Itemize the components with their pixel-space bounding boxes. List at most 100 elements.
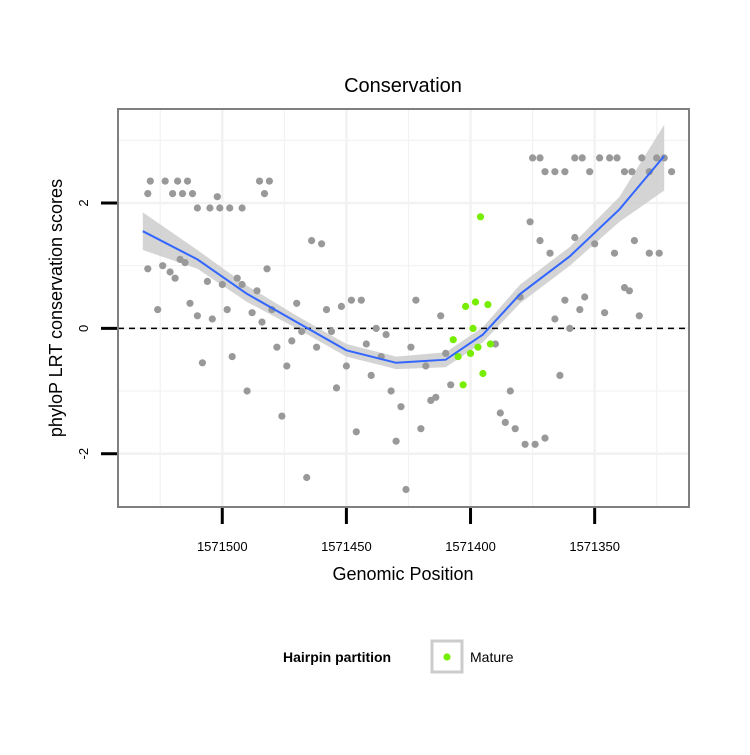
other-point xyxy=(278,412,286,420)
other-point xyxy=(437,312,445,320)
other-point xyxy=(208,315,216,323)
other-point xyxy=(447,381,455,389)
other-point xyxy=(298,327,306,336)
other-point xyxy=(630,237,639,245)
other-point xyxy=(541,434,549,442)
other-point xyxy=(181,259,189,267)
mature-point xyxy=(471,298,480,306)
other-point xyxy=(293,299,301,307)
other-point xyxy=(367,371,375,379)
other-point xyxy=(586,168,594,176)
x-tick-label: 1571350 xyxy=(569,539,620,554)
other-point xyxy=(628,168,636,176)
legend-label-mature: Mature xyxy=(470,649,514,665)
other-point xyxy=(322,306,331,314)
x-tick-label: 1571450 xyxy=(321,539,372,554)
other-point xyxy=(491,340,499,348)
other-point xyxy=(591,240,599,248)
other-point xyxy=(186,299,194,307)
other-point xyxy=(303,473,311,482)
other-point xyxy=(342,362,350,370)
other-point xyxy=(635,312,643,320)
other-point xyxy=(521,440,529,448)
other-point xyxy=(571,154,579,162)
other-point xyxy=(218,280,226,289)
other-point xyxy=(422,362,430,370)
other-point xyxy=(412,296,420,304)
other-point xyxy=(362,340,370,348)
mature-point xyxy=(484,301,492,309)
other-point xyxy=(174,177,182,185)
other-point xyxy=(536,154,544,162)
other-point xyxy=(159,262,167,270)
legend-title: Hairpin partition xyxy=(283,649,391,665)
other-point xyxy=(193,204,201,212)
other-point xyxy=(169,190,177,198)
other-point xyxy=(571,233,579,242)
other-point xyxy=(596,154,604,162)
other-point xyxy=(226,204,234,212)
other-point xyxy=(397,403,405,411)
x-axis-title: Genomic Position xyxy=(332,564,473,584)
other-point xyxy=(551,315,559,323)
y-axis-title: phyloP LRT conservation scores xyxy=(46,179,66,437)
chart-title: Conservation xyxy=(344,75,462,97)
other-point xyxy=(601,309,609,317)
mature-point xyxy=(476,213,485,221)
other-point xyxy=(161,177,169,185)
mature-point xyxy=(462,302,470,310)
x-tick-label: 1571400 xyxy=(445,539,496,554)
other-point xyxy=(556,371,564,379)
other-point xyxy=(154,306,162,314)
other-point xyxy=(265,177,273,185)
other-point xyxy=(273,343,281,351)
other-point xyxy=(625,287,634,295)
other-point xyxy=(610,249,619,257)
other-point xyxy=(216,204,224,212)
x-axis: 1571500 1571450 1571400 1571350 xyxy=(197,508,620,554)
other-point xyxy=(357,296,365,304)
other-point xyxy=(526,218,534,226)
mature-point xyxy=(469,324,477,332)
other-point xyxy=(506,387,514,395)
other-point xyxy=(653,154,661,162)
other-point xyxy=(578,154,586,162)
other-point xyxy=(198,359,206,367)
other-point xyxy=(347,296,355,304)
other-point xyxy=(546,249,554,257)
other-point xyxy=(402,485,410,494)
data-points xyxy=(144,154,676,494)
other-point xyxy=(581,293,589,301)
other-point xyxy=(561,168,569,176)
other-point xyxy=(258,318,266,326)
other-point xyxy=(144,190,152,198)
other-point xyxy=(193,312,201,320)
loess-curve xyxy=(142,155,665,364)
other-point xyxy=(283,362,291,370)
other-point xyxy=(260,190,269,198)
other-point xyxy=(561,296,569,304)
other-point xyxy=(144,265,152,273)
other-point xyxy=(541,168,549,176)
other-point xyxy=(308,237,316,245)
other-point xyxy=(332,384,341,392)
other-point xyxy=(183,177,192,185)
other-point xyxy=(496,409,504,417)
other-point xyxy=(511,425,519,433)
other-point xyxy=(206,204,214,212)
other-point xyxy=(620,168,629,176)
other-point xyxy=(233,274,241,282)
mature-point xyxy=(486,340,494,348)
other-point xyxy=(536,237,544,245)
mature-point xyxy=(459,381,467,389)
other-point xyxy=(166,268,174,276)
other-point xyxy=(382,331,390,339)
other-point xyxy=(372,324,380,332)
other-point xyxy=(243,387,251,395)
mature-point xyxy=(454,353,462,361)
other-point xyxy=(551,168,559,176)
other-point xyxy=(146,177,154,185)
other-point xyxy=(417,425,425,433)
